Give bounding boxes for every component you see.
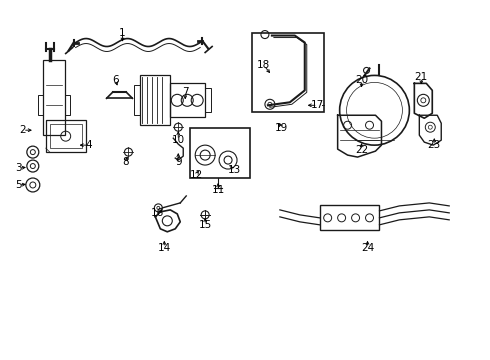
Text: 20: 20 [355,75,368,85]
Text: 5: 5 [16,180,22,190]
Bar [190,128,250,178]
Text: 21: 21 [415,72,428,82]
Text: 4: 4 [85,140,92,150]
Text: 14: 14 [158,243,171,253]
Text: 1: 1 [119,28,126,37]
Text: 16: 16 [151,208,164,218]
Text: 19: 19 [275,123,289,133]
Text: 2: 2 [20,125,26,135]
Bar [65,95,70,115]
Bar [46,120,86,152]
Text: 6: 6 [112,75,119,85]
Text: 11: 11 [212,185,225,195]
Text: 13: 13 [227,165,241,175]
Bar [252,32,324,112]
Text: 23: 23 [428,140,441,150]
Text: 18: 18 [257,60,270,71]
Bar [38,95,43,115]
Text: 15: 15 [198,220,212,230]
Bar [134,85,141,115]
Bar [50,124,82,148]
Text: 12: 12 [190,170,203,180]
Text: 3: 3 [16,163,22,173]
Text: 10: 10 [172,135,185,145]
Text: 17: 17 [311,100,324,110]
Bar [171,84,205,117]
Text: 24: 24 [361,243,374,253]
Text: 7: 7 [182,87,189,97]
Text: 8: 8 [122,157,129,167]
Text: 22: 22 [355,145,368,155]
Bar [43,60,65,135]
Bar [319,205,379,230]
Bar [205,88,211,112]
Bar [141,75,171,125]
Text: 9: 9 [175,157,182,167]
